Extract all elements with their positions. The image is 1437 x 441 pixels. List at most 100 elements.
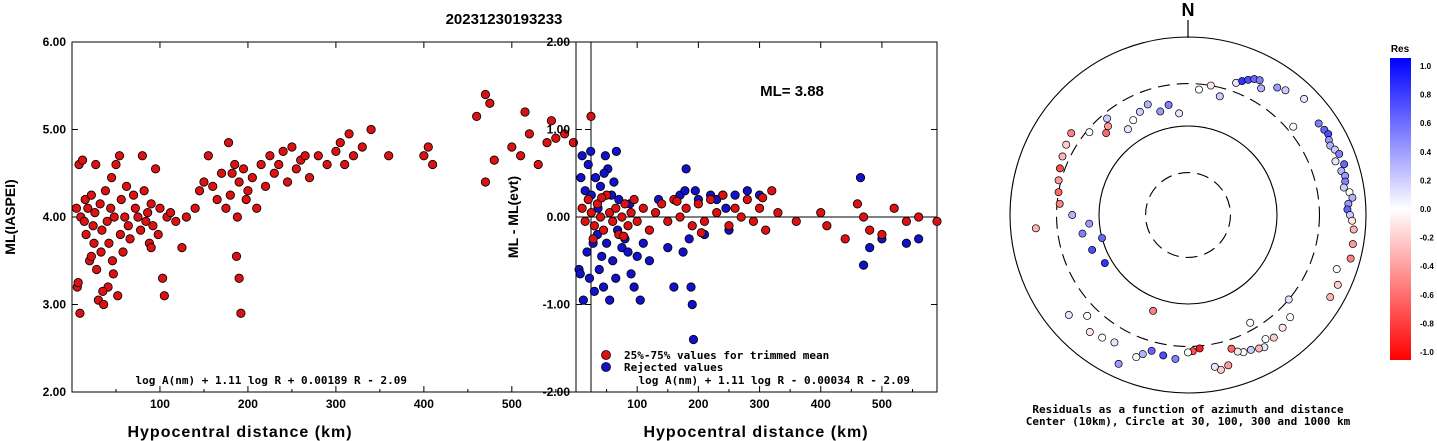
accepted-point xyxy=(657,199,667,209)
rejected-point xyxy=(730,190,740,200)
rejected-point xyxy=(611,146,621,156)
station-point xyxy=(1062,140,1071,149)
station-point xyxy=(1300,94,1309,103)
rejected-point xyxy=(609,177,619,187)
ml-point xyxy=(234,177,244,187)
ml-point xyxy=(71,203,81,213)
p2-x-tick-label: 100 xyxy=(627,397,647,411)
ml-point xyxy=(472,111,482,121)
ml-point xyxy=(212,194,222,205)
rejected-point xyxy=(580,186,590,196)
ml-point xyxy=(269,168,279,178)
station-point xyxy=(1067,129,1076,138)
accepted-point xyxy=(681,203,691,213)
ml-point xyxy=(194,186,205,196)
ml-point xyxy=(120,212,130,222)
rejected-point xyxy=(577,151,587,161)
p1-x-axis-label: Hypocentral distance (km) xyxy=(127,424,352,441)
station-point xyxy=(1326,293,1335,302)
ml-point xyxy=(335,138,345,148)
ml-point xyxy=(146,243,156,253)
residual-vs-distance-panel: -2.00 -1.00 0.00 1.00 2.00 100 200 300 400 500 M… xyxy=(505,35,942,441)
ml-point xyxy=(109,212,119,222)
station-point xyxy=(1210,362,1219,371)
rejected-point xyxy=(669,282,679,292)
ml-point xyxy=(507,142,517,152)
ml-point xyxy=(304,173,315,183)
colorbar-title: Res xyxy=(1391,44,1410,55)
ring-30km xyxy=(1144,171,1232,259)
station-point xyxy=(1348,193,1357,202)
station-point xyxy=(1184,348,1192,357)
accepted-point xyxy=(773,208,783,218)
ml-vs-distance-panel: 2.00 3.00 4.00 5.00 6.00 100 200 300 400 500 log… xyxy=(2,35,596,441)
residual-colorbar: Res 1.0 0.8 0.6 0.4 0.2 0.0 -0.2 -0.4 -0.6 -0.8 -1… xyxy=(1390,44,1434,360)
legend-label-accepted: 25%-75% values for trimmed mean xyxy=(624,349,829,362)
colorbar-gradient xyxy=(1390,58,1411,360)
accepted-point xyxy=(611,203,621,213)
ml-point xyxy=(88,221,98,231)
ml-point xyxy=(247,173,257,183)
ml-point xyxy=(542,138,552,148)
accepted-point xyxy=(644,225,655,235)
station-point xyxy=(1064,311,1073,319)
accepted-point xyxy=(858,212,869,222)
ml-point xyxy=(116,194,126,205)
ml-point xyxy=(90,208,100,218)
station-point xyxy=(1257,84,1266,93)
ml-point xyxy=(586,111,596,121)
station-point xyxy=(1085,128,1094,137)
colorbar-tick-label: -0.2 xyxy=(1420,234,1434,243)
station-point xyxy=(1224,361,1233,370)
p2-x-tick-label: 300 xyxy=(750,397,770,411)
legend-label-rejected: Rejected values xyxy=(624,361,723,374)
accepted-point xyxy=(623,221,633,231)
station-point xyxy=(1261,335,1270,343)
station-point xyxy=(1129,116,1138,125)
rejected-point xyxy=(678,247,688,257)
accepted-point xyxy=(620,199,630,209)
ml-point xyxy=(216,168,227,178)
rejected-point xyxy=(644,256,655,266)
rejected-point xyxy=(611,273,621,283)
station-residual-points xyxy=(1031,75,1358,374)
ml-point xyxy=(344,129,354,139)
ml-point xyxy=(111,159,121,170)
ml-point xyxy=(97,225,107,235)
rejected-point xyxy=(914,234,924,244)
ml-point xyxy=(153,229,163,240)
rejected-point xyxy=(629,282,639,292)
station-point xyxy=(1143,100,1152,109)
ml-point xyxy=(104,238,114,248)
station-point xyxy=(1171,354,1180,363)
rejected-point xyxy=(721,203,731,213)
p1-x-tick-label: 400 xyxy=(414,397,434,411)
rejected-point xyxy=(855,173,866,183)
rejected-point xyxy=(635,295,645,305)
ml-point xyxy=(234,273,244,283)
ml-point xyxy=(252,203,262,213)
rejected-point xyxy=(583,159,593,170)
ml-point xyxy=(98,286,108,296)
station-point xyxy=(1054,176,1063,185)
ml-point xyxy=(125,234,135,244)
ml-point xyxy=(108,269,118,279)
rejected-point xyxy=(594,264,604,275)
ml-point xyxy=(133,212,143,222)
ring-1000km xyxy=(1009,36,1367,394)
ml-point xyxy=(155,203,165,213)
p1-y-tick-label: 3.00 xyxy=(43,298,67,312)
station-point xyxy=(1031,224,1040,233)
ml-point xyxy=(171,216,181,226)
ml-point xyxy=(137,151,147,161)
ml-point xyxy=(300,151,310,161)
accepted-point xyxy=(696,228,707,238)
station-point xyxy=(1273,83,1282,92)
accepted-point xyxy=(742,194,752,205)
ml-point xyxy=(236,308,246,318)
ml-point xyxy=(520,107,530,117)
p2-y-tick-label: 0.00 xyxy=(547,210,571,224)
accepted-point xyxy=(712,208,722,218)
station-point xyxy=(1164,101,1173,109)
rejected-point xyxy=(578,295,588,305)
